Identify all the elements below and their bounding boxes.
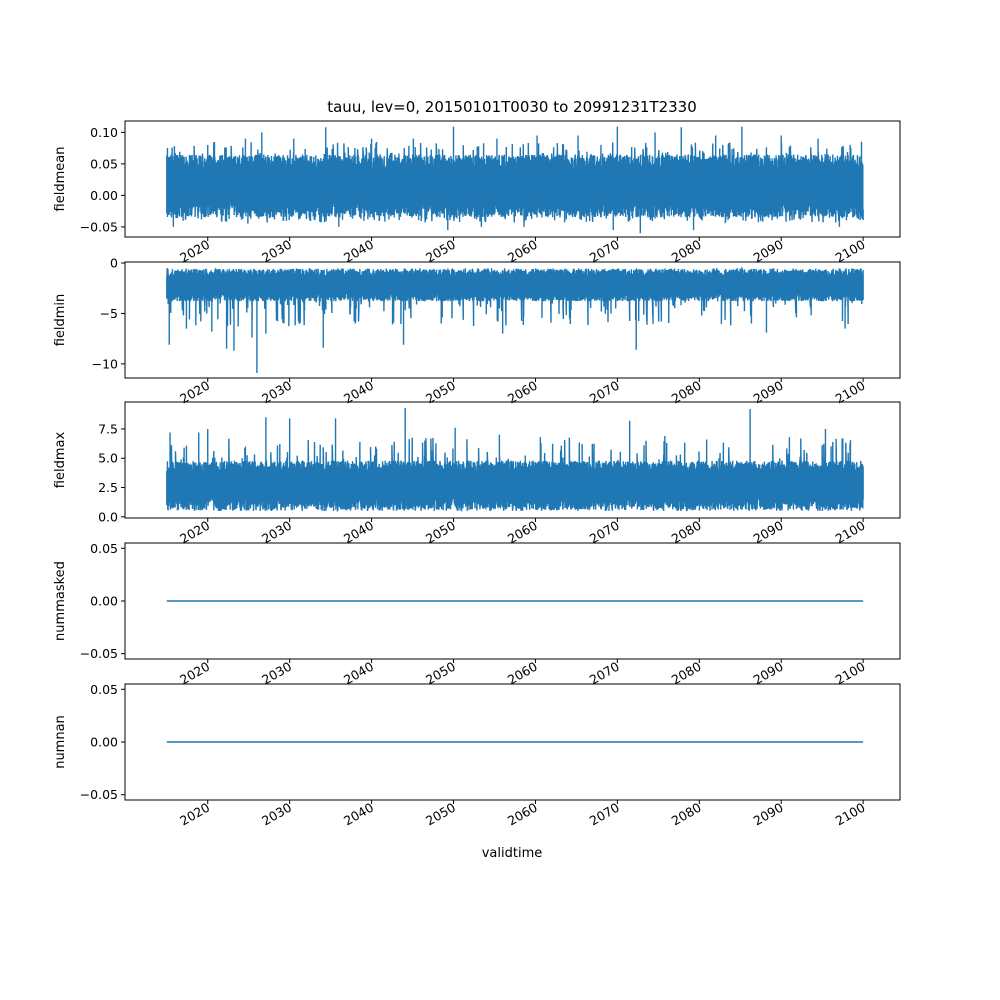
- y-tick-label: −10: [92, 356, 118, 371]
- series-line-fieldmin: [166, 266, 864, 373]
- y-tick-label: 7.5: [98, 421, 118, 436]
- y-axis-label: fieldmax: [53, 432, 68, 489]
- y-tick-label: 0.00: [90, 735, 118, 750]
- x-axis-label: validtime: [482, 846, 543, 861]
- y-tick-label: −0.05: [80, 219, 118, 234]
- y-tick-label: −5: [100, 306, 118, 321]
- figure-title: tauu, lev=0, 20150101T0030 to 20991231T2…: [327, 98, 697, 116]
- y-tick-label: 0.00: [90, 188, 118, 203]
- y-tick-label: 2.5: [98, 480, 118, 495]
- y-tick-label: 0.10: [90, 125, 118, 140]
- y-axis-label: fieldmean: [53, 147, 68, 212]
- y-axis-label: fieldmin: [53, 294, 68, 347]
- y-tick-label: 0.05: [90, 541, 118, 556]
- y-axis-label: nummasked: [53, 561, 68, 641]
- y-tick-label: −0.05: [80, 646, 118, 661]
- series-line-fieldmean: [166, 126, 864, 234]
- y-tick-label: 0.05: [90, 156, 118, 171]
- y-tick-label: −0.05: [80, 787, 118, 802]
- axes-frame: [124, 401, 901, 519]
- y-tick-label: 5.0: [98, 451, 118, 466]
- axes-frame: [124, 120, 901, 238]
- series-line-fieldmax: [166, 407, 864, 513]
- y-tick-label: 0: [110, 256, 118, 271]
- y-axis-label: numnan: [53, 715, 68, 769]
- y-tick-label: 0.00: [90, 594, 118, 609]
- y-tick-label: 0.0: [98, 509, 118, 524]
- y-tick-label: 0.05: [90, 682, 118, 697]
- axes-frame: [124, 261, 901, 379]
